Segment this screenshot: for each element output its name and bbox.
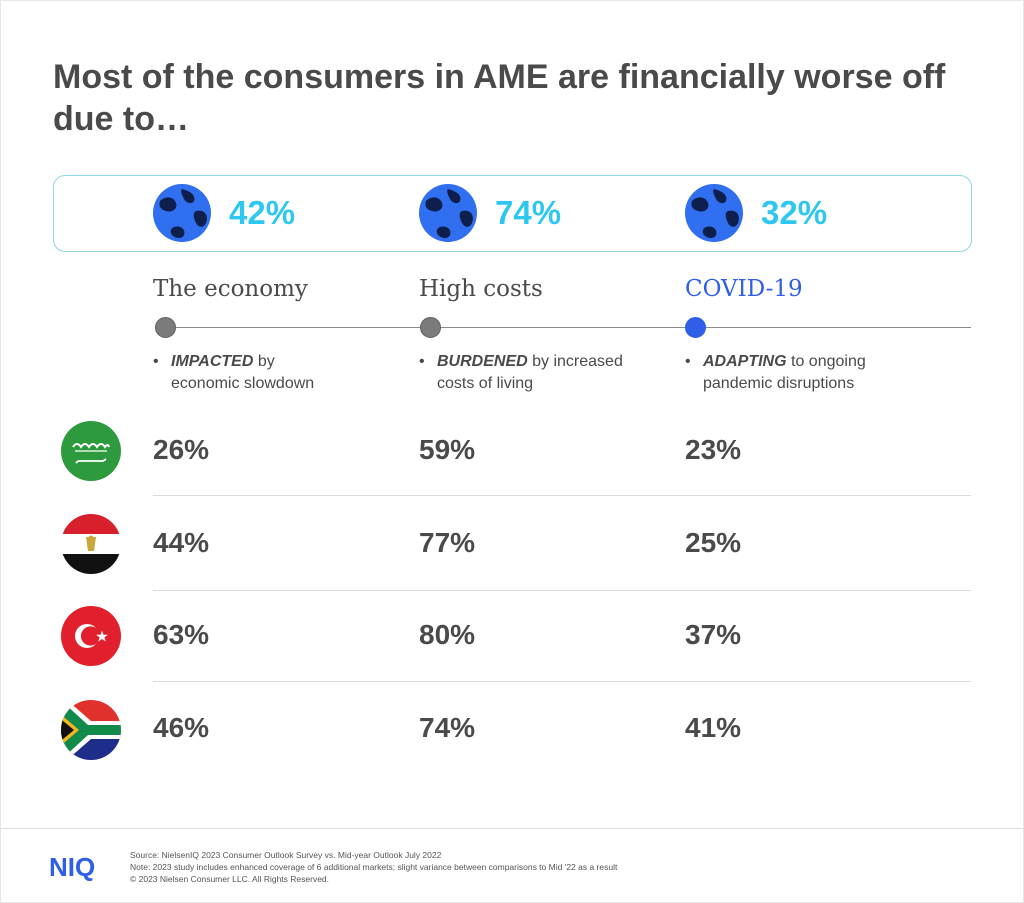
column-label-covid: COVID-19 [685, 276, 803, 302]
turkey-flag-icon [61, 606, 121, 666]
description-keyword: BURDENED [437, 353, 528, 370]
description-text-line2: pandemic disruptions [703, 375, 855, 392]
globe-icon [685, 184, 743, 242]
summary-value: 32% [761, 194, 828, 231]
cell-egypt-covid: 25% [685, 527, 742, 558]
cell-turkey-economy: 63% [153, 619, 210, 650]
page-title: Most of the consumers in AME are financi… [53, 58, 946, 138]
summary-value: 74% [495, 194, 562, 231]
cell-south-africa-covid: 41% [685, 712, 742, 743]
column-description-economy: • IMPACTED by economic slowdown [153, 351, 393, 395]
description-text: to ongoing [786, 353, 866, 370]
cell-saudi-covid: 23% [685, 434, 742, 465]
summary-value: 42% [229, 194, 296, 231]
globe-icon [153, 184, 211, 242]
cell-egypt-high-costs: 77% [419, 527, 476, 558]
column-label-economy: The economy [153, 276, 308, 302]
summary-stat-high-costs: 74% [418, 182, 561, 244]
description-keyword: ADAPTING [703, 353, 787, 370]
timeline-dot-economy [155, 317, 176, 338]
cell-south-africa-high-costs: 74% [419, 712, 476, 743]
row-divider [153, 681, 971, 682]
globe-icon [419, 184, 477, 242]
description-text-line2: economic slowdown [171, 375, 315, 392]
timeline-line [165, 327, 971, 328]
column-description-covid: • ADAPTING to ongoing pandemic disruption… [685, 351, 945, 395]
logo-text: NIQ [49, 852, 95, 881]
summary-stat-economy: 42% [152, 182, 295, 244]
row-divider [153, 590, 971, 591]
timeline-dot-covid [685, 317, 706, 338]
cell-saudi-economy: 26% [153, 434, 210, 465]
column-label-high-costs: High costs [419, 276, 543, 302]
footer-divider [0, 828, 1024, 829]
cell-egypt-economy: 44% [153, 527, 210, 558]
bullet: • [153, 353, 159, 370]
footnote-source: Source: NielsenIQ 2023 Consumer Outlook … [130, 850, 442, 860]
description-text: by [253, 353, 275, 370]
niq-logo: NIQ [49, 852, 95, 881]
footnote-copyright: © 2023 Nielsen Consumer LLC. All Rights … [130, 874, 330, 884]
timeline-dot-high-costs [420, 317, 441, 338]
footnote: Source: NielsenIQ 2023 Consumer Outlook … [130, 849, 617, 885]
egypt-flag-icon [61, 514, 121, 574]
cell-turkey-high-costs: 80% [419, 619, 476, 650]
footnote-note: Note: 2023 study includes enhanced cover… [130, 862, 618, 872]
cell-south-africa-economy: 46% [153, 712, 210, 743]
cell-turkey-covid: 37% [685, 619, 742, 650]
description-keyword: IMPACTED [171, 353, 254, 370]
description-text: by increased [527, 353, 623, 370]
saudi-arabia-flag-icon [61, 421, 121, 481]
summary-stat-covid: 32% [684, 182, 827, 244]
bullet: • [685, 353, 691, 370]
summary-panel [53, 175, 972, 252]
south-africa-flag-icon [61, 700, 121, 760]
cell-saudi-high-costs: 59% [419, 434, 476, 465]
column-description-high-costs: • BURDENED by increased costs of living [419, 351, 669, 395]
bullet: • [419, 353, 425, 370]
row-divider [153, 495, 971, 496]
description-text-line2: costs of living [437, 375, 534, 392]
